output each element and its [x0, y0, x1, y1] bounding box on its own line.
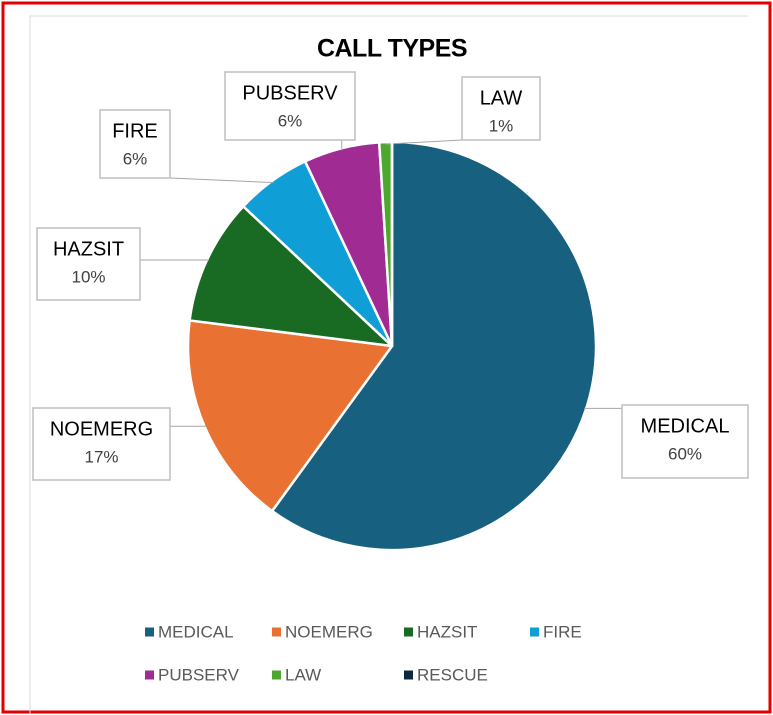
leader-line	[385, 139, 463, 145]
pie-slice	[186, 319, 394, 513]
label-box	[621, 404, 749, 479]
legend-label: RESCUE	[417, 665, 488, 684]
data-label: 10%	[71, 267, 105, 286]
chart-title: CALL TYPES	[317, 35, 467, 63]
legend-label: HAZSIT	[417, 622, 477, 641]
leader-line	[169, 177, 274, 184]
chart-border	[29, 15, 748, 715]
data-label-name: LAW	[480, 87, 523, 109]
legend-swatch	[530, 627, 539, 637]
legend-label: LAW	[285, 665, 321, 684]
label-box	[32, 407, 171, 481]
legend-label: PUBSERV	[158, 665, 240, 684]
legend-swatch	[404, 670, 413, 680]
pie-slice	[270, 140, 598, 552]
legend-swatch	[272, 627, 281, 637]
data-label-name: HAZSIT	[53, 238, 124, 260]
data-label: 60%	[668, 444, 702, 463]
label-box	[224, 71, 356, 141]
legend-label: FIRE	[543, 622, 582, 641]
data-label: 6%	[123, 149, 148, 168]
label-box	[461, 76, 541, 141]
label-box	[99, 109, 171, 179]
legend-swatch	[272, 670, 281, 680]
legend-swatch	[145, 627, 154, 637]
label-box	[36, 227, 141, 301]
data-label: 17%	[84, 447, 118, 466]
legend-swatch	[404, 627, 413, 637]
data-label-name: NOEMERG	[50, 418, 153, 440]
data-label-name: PUBSERV	[242, 82, 338, 104]
data-label: 1%	[489, 116, 514, 135]
legend-label: NOEMERG	[285, 622, 373, 641]
legend-swatch	[145, 670, 154, 680]
pie-slice	[188, 205, 394, 348]
legend-label: MEDICAL	[158, 622, 234, 641]
data-label-name: MEDICAL	[641, 415, 730, 437]
data-label-name: FIRE	[112, 120, 158, 142]
data-label: 6%	[278, 111, 303, 130]
